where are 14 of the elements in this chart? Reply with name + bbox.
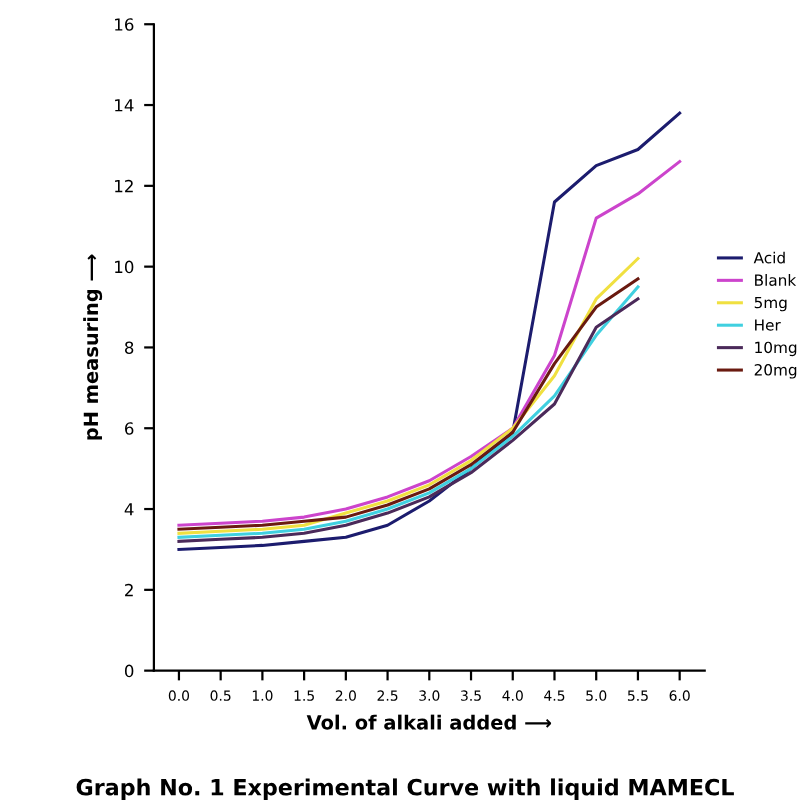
- y-tick-label: 4: [124, 503, 134, 516]
- y-tick-label: 10: [115, 260, 134, 274]
- line-series: [177, 111, 682, 551]
- text: Graph No. 1 Experimental Curve with liquid MAMECL: [76, 778, 734, 800]
- y-tick-label: 0: [124, 664, 134, 678]
- y-tick-label: 8: [124, 341, 134, 355]
- y-tick-label: 6: [125, 422, 134, 435]
- y-axis-title: pH measuring ⟶: [83, 254, 103, 440]
- y-tick-label: 12: [115, 179, 133, 193]
- y-tick-label: 14: [115, 99, 134, 112]
- y-tick-label: 16: [115, 18, 134, 31]
- x-axis-title: Vol. of alkali added ⟶: [306, 714, 552, 730]
- line-series: [177, 160, 682, 527]
- y-tick-label: 2: [125, 583, 133, 597]
